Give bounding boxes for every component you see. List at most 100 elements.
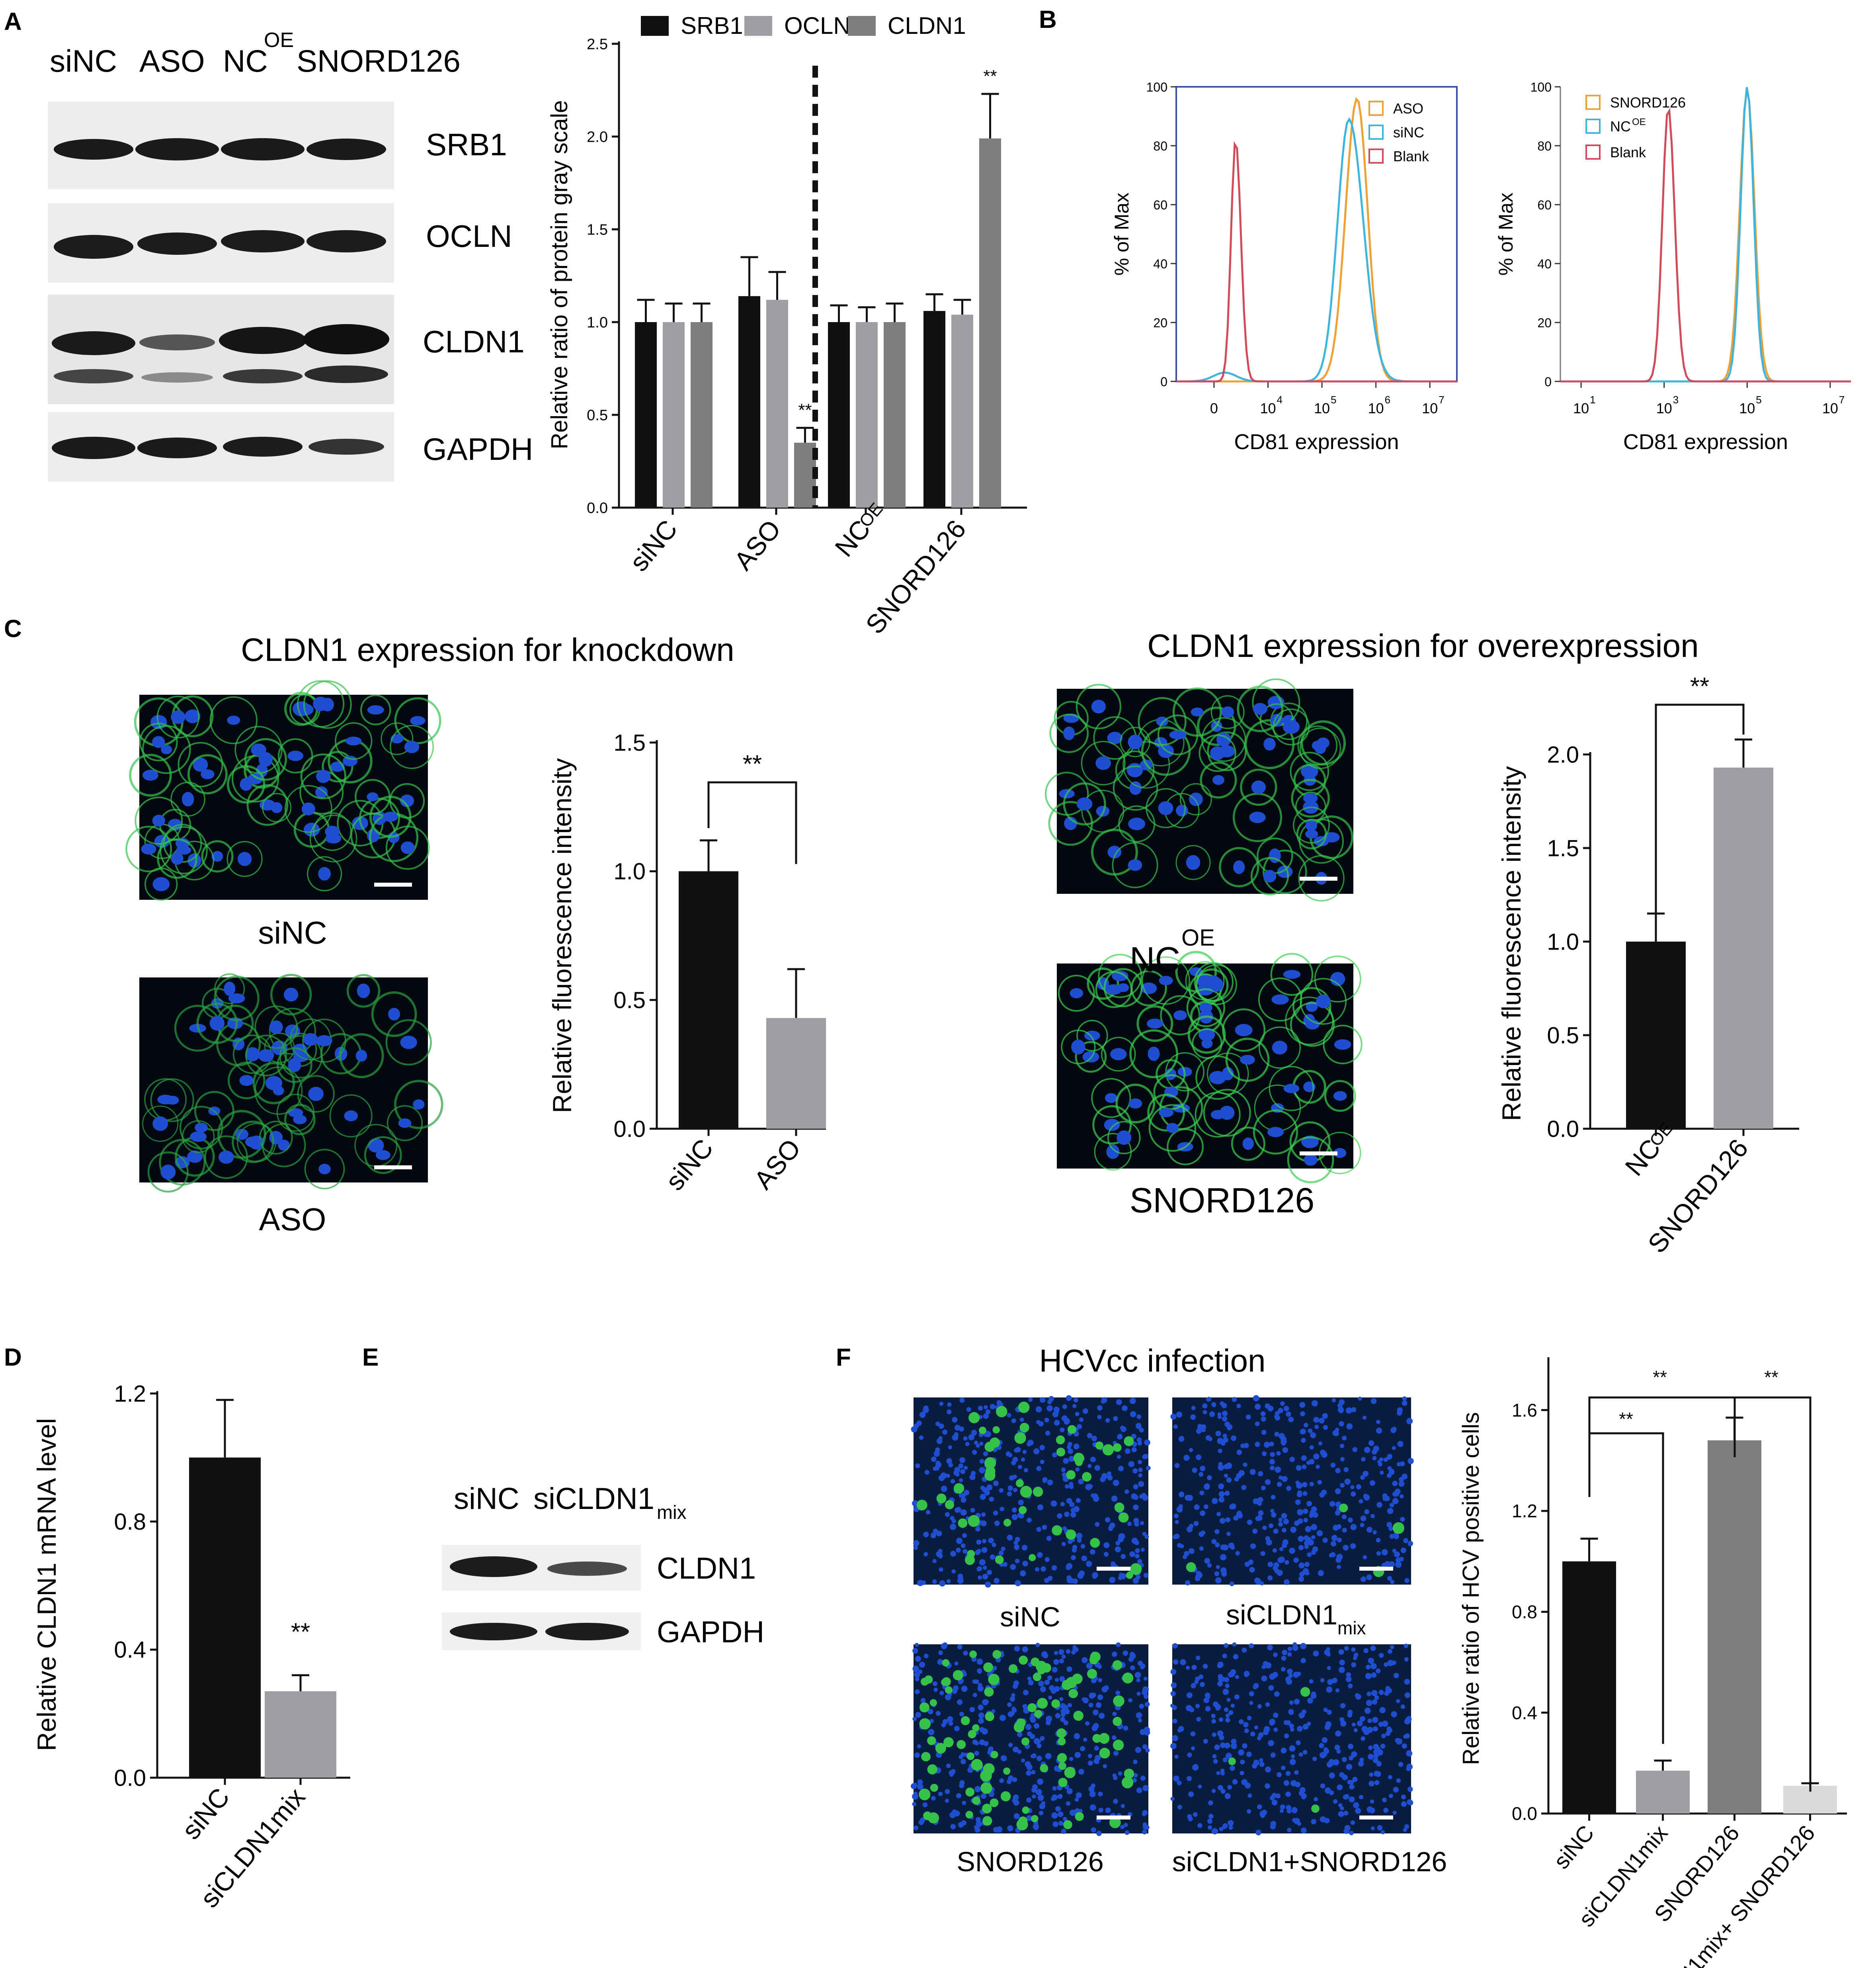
cell-membrane bbox=[142, 1105, 179, 1142]
nucleus bbox=[1088, 1702, 1093, 1708]
nucleus bbox=[1040, 1460, 1044, 1464]
cell-membrane bbox=[262, 793, 292, 823]
nucleus bbox=[1193, 1812, 1198, 1817]
nucleus bbox=[1327, 1710, 1332, 1715]
nucleus bbox=[1266, 1539, 1272, 1546]
nucleus bbox=[1327, 1679, 1333, 1685]
nucleus bbox=[1220, 1788, 1226, 1794]
nucleus bbox=[1383, 1457, 1388, 1462]
nucleus bbox=[1194, 1504, 1200, 1510]
cell-membrane bbox=[232, 1120, 274, 1163]
nucleus bbox=[1331, 1535, 1337, 1541]
nucleus bbox=[1298, 1545, 1304, 1550]
nucleus bbox=[987, 1569, 992, 1575]
cell-membrane bbox=[1300, 720, 1346, 766]
y-tick-label: 100 bbox=[1146, 80, 1167, 94]
nucleus bbox=[1269, 1441, 1274, 1447]
nucleus bbox=[1392, 1549, 1396, 1553]
nucleus bbox=[1224, 1421, 1230, 1427]
cell-membrane bbox=[244, 738, 287, 781]
nucleus bbox=[152, 736, 165, 748]
nucleus bbox=[974, 1786, 981, 1792]
nucleus bbox=[1403, 1538, 1409, 1543]
nucleus bbox=[950, 1550, 956, 1557]
nucleus bbox=[949, 1770, 955, 1776]
cell-membrane bbox=[1258, 977, 1302, 1022]
bar bbox=[635, 322, 657, 508]
image-label: siNC bbox=[1000, 1601, 1060, 1632]
nucleus bbox=[979, 1441, 984, 1446]
nucleus bbox=[1143, 1573, 1149, 1578]
nucleus bbox=[1404, 1824, 1409, 1829]
nucleus bbox=[1349, 1784, 1355, 1790]
nucleus bbox=[1292, 1818, 1297, 1823]
nucleus bbox=[1304, 1423, 1308, 1428]
nucleus bbox=[935, 1421, 940, 1427]
cell-membrane bbox=[360, 694, 391, 725]
blot-band bbox=[54, 139, 133, 160]
nucleus bbox=[1214, 1744, 1220, 1750]
nucleus bbox=[1158, 1108, 1174, 1117]
nucleus bbox=[975, 1526, 980, 1532]
nucleus bbox=[962, 1549, 968, 1554]
nucleus bbox=[1238, 1719, 1244, 1724]
nucleus bbox=[1013, 1746, 1019, 1753]
nucleus bbox=[1076, 1792, 1082, 1798]
cell-membrane bbox=[1219, 847, 1259, 887]
x-tick-label: siNC bbox=[1548, 1820, 1599, 1873]
x-tick-label: 10 bbox=[1656, 400, 1672, 416]
nucleus bbox=[1028, 1680, 1034, 1686]
nucleus bbox=[1267, 1562, 1273, 1567]
nucleus bbox=[1243, 1722, 1249, 1728]
nucleus bbox=[1180, 1659, 1186, 1665]
nucleus bbox=[1171, 1682, 1177, 1689]
nucleus bbox=[1009, 1696, 1015, 1702]
nucleus bbox=[1253, 1498, 1259, 1505]
nucleus bbox=[1289, 1759, 1296, 1765]
nucleus bbox=[1140, 1548, 1145, 1552]
infected-cell bbox=[1037, 1698, 1048, 1709]
nucleus bbox=[1094, 1746, 1099, 1751]
nucleus bbox=[1363, 1471, 1369, 1477]
nucleus bbox=[1340, 1806, 1344, 1810]
nucleus bbox=[952, 1689, 957, 1694]
bar bbox=[856, 322, 878, 508]
nucleus bbox=[964, 1466, 968, 1470]
nucleus bbox=[1259, 1758, 1263, 1762]
nucleus bbox=[1087, 1464, 1092, 1468]
nucleus bbox=[1282, 1528, 1286, 1533]
nucleus bbox=[293, 1115, 307, 1124]
x-tick-label: 10 bbox=[1422, 400, 1438, 416]
nucleus bbox=[1081, 1555, 1087, 1562]
nucleus bbox=[1224, 1474, 1228, 1478]
nucleus bbox=[1060, 1703, 1066, 1709]
nucleus bbox=[1231, 1435, 1237, 1441]
cell-membrane bbox=[1075, 1041, 1107, 1073]
nucleus bbox=[1238, 1749, 1244, 1756]
y-tick-label: 1.5 bbox=[587, 221, 608, 238]
cell-membrane bbox=[1194, 962, 1234, 1002]
nucleus bbox=[1113, 1775, 1118, 1780]
nucleus bbox=[1112, 1712, 1117, 1716]
nucleus bbox=[1235, 1551, 1240, 1556]
blot-row-label: GAPDH bbox=[423, 432, 533, 467]
nucleus bbox=[1294, 1520, 1300, 1526]
nucleus bbox=[1007, 1534, 1013, 1541]
nucleus bbox=[1211, 1719, 1216, 1724]
infected-cell bbox=[1090, 1538, 1100, 1548]
nucleus bbox=[375, 1150, 390, 1160]
infected-cell bbox=[1087, 1669, 1097, 1679]
nucleus bbox=[1207, 1563, 1212, 1568]
nucleus bbox=[923, 1531, 929, 1538]
cell-membrane bbox=[390, 725, 434, 769]
nucleus bbox=[1335, 1488, 1341, 1494]
infected-cell bbox=[1099, 1747, 1110, 1759]
nucleus bbox=[1109, 1577, 1116, 1583]
infected-cell bbox=[958, 1518, 968, 1528]
nucleus bbox=[1322, 1538, 1328, 1543]
nucleus bbox=[1105, 984, 1122, 995]
nucleus bbox=[1291, 1807, 1298, 1814]
blot-lane-label: siNC bbox=[454, 1482, 519, 1516]
nucleus bbox=[185, 709, 201, 723]
